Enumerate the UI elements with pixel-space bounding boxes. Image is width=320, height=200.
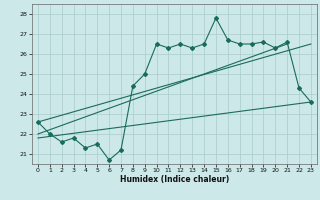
X-axis label: Humidex (Indice chaleur): Humidex (Indice chaleur) bbox=[120, 175, 229, 184]
